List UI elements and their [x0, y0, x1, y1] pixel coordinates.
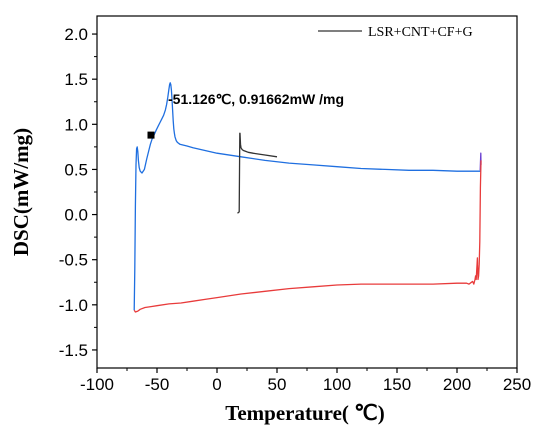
x-tick-label: 50: [268, 375, 287, 394]
x-tick-label: 200: [443, 375, 471, 394]
series-layer: [133, 82, 482, 313]
legend-label: LSR+CNT+CF+G: [368, 25, 473, 40]
series-2-line: [133, 160, 482, 313]
y-tick-label: 1.5: [64, 70, 88, 89]
y-tick-label: 2.0: [64, 25, 88, 44]
annotation-marker: [147, 131, 155, 139]
series-3-line: [237, 132, 278, 214]
y-tick-label: -1.0: [59, 296, 88, 315]
y-tick-label: 0.5: [64, 160, 88, 179]
annotation-label: -51.126℃, 0.91662mW /mg: [168, 91, 344, 107]
y-axis-title: DSC(mW/mg): [9, 128, 33, 256]
y-tick-label: 1.0: [64, 115, 88, 134]
y-tick-label: -0.5: [59, 251, 88, 270]
plot-frame: [96, 15, 518, 369]
x-tick-label: -100: [80, 375, 114, 394]
x-tick-label: 250: [503, 375, 531, 394]
x-tick-label: 0: [212, 375, 221, 394]
series-0-line: [133, 82, 481, 311]
x-tick-label: 150: [383, 375, 411, 394]
x-tick-label: 100: [323, 375, 351, 394]
axes-layer: -100 -50 0 50 100 150 200 250 -1.5 -1.0 -0.5 0.0 0.5…: [59, 15, 531, 394]
y-tick-label: 0.0: [64, 206, 88, 225]
y-tick-label: -1.5: [59, 341, 88, 360]
x-tick-label: -50: [145, 375, 170, 394]
x-axis-title: Temperature( ℃): [225, 401, 384, 425]
marker-layer: [147, 131, 155, 139]
